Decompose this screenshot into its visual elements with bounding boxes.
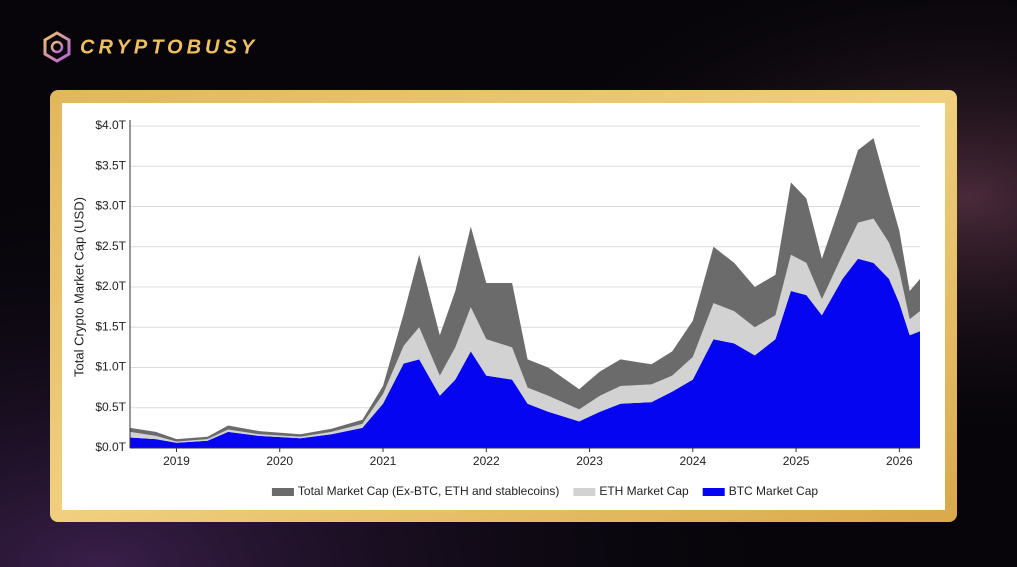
area	[130, 138, 920, 442]
x-tick-label: 2022	[473, 454, 500, 468]
y-tick-label: $2.0T	[95, 279, 126, 293]
x-tick-label: 2025	[783, 454, 810, 468]
legend-label: Total Market Cap (Ex-BTC, ETH and stable…	[298, 484, 559, 498]
brand: CRYPTOBUSY	[80, 36, 258, 58]
legend-swatch	[702, 488, 725, 496]
y-tick-label: $1.0T	[95, 360, 126, 374]
plot: $0.0T $0.5T $1.0T $1.5T $2.0T $2.5T $3.0T $3.5T…	[95, 118, 920, 498]
legend-swatch	[271, 488, 294, 496]
area	[130, 258, 920, 448]
x-tick-label: 2020	[266, 454, 293, 468]
y-tick-label: $3.5T	[95, 158, 126, 172]
y-tick-label: $0.5T	[95, 400, 126, 414]
y-tick-label: $3.0T	[95, 199, 126, 213]
legend-swatch	[573, 488, 596, 496]
y-axis-label: Total Crypto Market Cap (USD)	[71, 197, 86, 377]
y-tick-label: $1.5T	[95, 319, 126, 333]
area	[130, 218, 920, 443]
x-tick-label: 2024	[679, 454, 706, 468]
x-tick-label: 2021	[370, 454, 397, 468]
x-tick-label: 2026	[886, 454, 913, 468]
y-tick-label: $2.5T	[95, 239, 126, 253]
legend: Total Market Cap (Ex-BTC, ETH and stable…	[271, 484, 819, 498]
x-tick-label: 2023	[576, 454, 603, 468]
y-tick-label: $0.0T	[95, 440, 126, 454]
logo-icon	[43, 31, 71, 63]
legend-label: BTC Market Cap	[729, 484, 819, 498]
x-tick-label: 2019	[163, 454, 190, 468]
legend-label: ETH Market Cap	[599, 484, 689, 498]
y-tick-label: $4.0T	[95, 118, 126, 132]
